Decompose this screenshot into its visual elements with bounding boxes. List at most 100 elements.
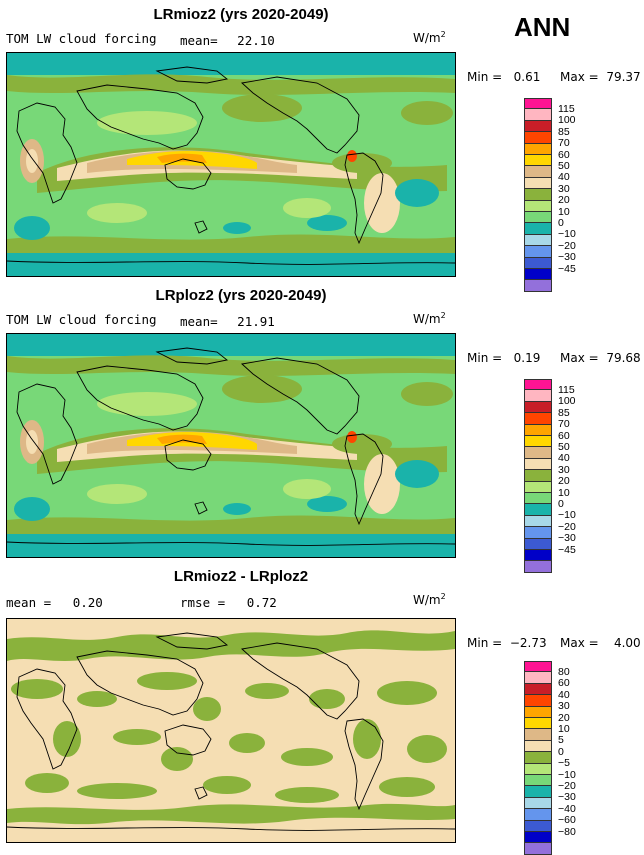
colorbar-tick-label: 10 — [558, 722, 570, 735]
colorbar-tick-label: 10 — [558, 205, 570, 218]
colorbar-swatch — [524, 200, 552, 212]
colorbar-swatch — [524, 843, 552, 855]
panel-1-mean-value: 22.10 — [237, 33, 275, 48]
colorbar-tick-label: 80 — [558, 665, 570, 678]
colorbar-tick-label: 60 — [558, 429, 570, 442]
colorbar-tick-label: 30 — [558, 700, 570, 713]
colorbar-tick-label: −10 — [558, 768, 576, 781]
colorbar-tick-label: 50 — [558, 159, 570, 172]
panel-1-map — [6, 52, 456, 277]
colorbar-swatch — [524, 189, 552, 201]
colorbar-swatch — [524, 223, 552, 235]
colorbar-tick-label: 20 — [558, 194, 570, 207]
colorbar-swatch — [524, 718, 552, 730]
colorbar-tick-label: 60 — [558, 677, 570, 690]
colorbar-tick-label: 0 — [558, 216, 564, 229]
colorbar-swatch — [524, 257, 552, 269]
panel-2-max: Max = 79.68 — [560, 351, 641, 365]
colorbar-tick-label: 115 — [558, 383, 575, 396]
panel-3-max: Max = 4.00 — [560, 636, 641, 650]
colorbar-tick-label: 0 — [558, 745, 564, 758]
colorbar-swatch — [524, 832, 552, 844]
panel-1-units: W/m2 — [413, 30, 446, 45]
colorbar-tick-label: 115 — [558, 102, 575, 115]
panel-2-map-svg — [7, 334, 455, 557]
panel-3-min: Min = −2.73 — [467, 636, 547, 650]
colorbar-tick-label: −5 — [558, 757, 570, 770]
colorbar-tick-label: −20 — [558, 779, 576, 792]
season-label: ANN — [514, 12, 571, 42]
panel-2-map — [6, 333, 456, 558]
colorbar-swatch — [524, 132, 552, 144]
panel-2-mean-value: 21.91 — [237, 314, 275, 329]
colorbar-swatch — [524, 695, 552, 707]
colorbar-swatch — [524, 481, 552, 493]
colorbar-swatch — [524, 661, 552, 673]
colorbar-swatch — [524, 390, 552, 402]
panel-2-mean-label: mean= — [180, 314, 218, 329]
colorbar-tick-label: 40 — [558, 688, 570, 701]
colorbar-swatch — [524, 515, 552, 528]
colorbar-tick-label: −30 — [558, 791, 576, 804]
panel-1-variable: TOM LW cloud forcing — [6, 31, 157, 46]
colorbar-swatch — [524, 424, 552, 436]
colorbar-swatch — [524, 246, 552, 258]
panel-1-max: Max = 79.37 — [560, 70, 641, 84]
colorbar-swatch — [524, 672, 552, 684]
colorbar-swatch — [524, 763, 552, 775]
colorbar-swatch — [524, 120, 552, 133]
panel-1-min: Min = 0.61 — [467, 70, 541, 84]
colorbar-swatch — [524, 683, 552, 696]
colorbar-swatch — [524, 109, 552, 121]
colorbar-swatch — [524, 504, 552, 516]
panel-3-rmse-label: rmse = — [180, 595, 226, 610]
colorbar-swatch — [524, 436, 552, 448]
colorbar-tick-label: 20 — [558, 475, 570, 488]
colorbar-tick-label: −80 — [558, 825, 576, 838]
panel-1-mean-label: mean= — [180, 33, 218, 48]
colorbar-swatch — [524, 797, 552, 810]
colorbar-swatch — [524, 809, 552, 821]
colorbar-tick-label: 40 — [558, 452, 570, 465]
colorbar-tick-label: 85 — [558, 125, 570, 138]
colorbar-swatch — [524, 729, 552, 741]
colorbar-swatch — [524, 538, 552, 550]
panel-3-rmse-value: 0.72 — [246, 595, 277, 610]
colorbar-tick-label: 40 — [558, 171, 570, 184]
panel-3-mean-label: mean = — [6, 595, 52, 610]
panel-3-title: LRmioz2 - LRploz2 — [173, 568, 309, 585]
colorbar-swatch — [524, 561, 552, 573]
colorbar-swatch — [524, 775, 552, 787]
panel-2-units: W/m2 — [413, 311, 446, 326]
colorbar-tick-label: −20 — [558, 239, 576, 252]
panel-3-units: W/m2 — [413, 592, 446, 607]
colorbar-swatch — [524, 155, 552, 167]
colorbar-swatch — [524, 280, 552, 292]
colorbar-tick-label: 50 — [558, 440, 570, 453]
colorbar-tick-label: −10 — [558, 509, 576, 522]
colorbar-tick-label: 60 — [558, 148, 570, 161]
colorbar-swatch — [524, 447, 552, 459]
colorbar-swatch — [524, 269, 552, 281]
colorbar-tick-label: −10 — [558, 228, 576, 241]
colorbar-tick-label: −30 — [558, 251, 576, 264]
panel-2-title: LRploz2 (yrs 2020-2049) — [155, 287, 327, 304]
colorbar-swatch — [524, 493, 552, 505]
colorbar-tick-label: −45 — [558, 543, 576, 556]
panel-1-title: LRmioz2 (yrs 2020-2049) — [153, 6, 329, 23]
colorbar-tick-label: 30 — [558, 182, 570, 195]
colorbar-tick-label: −40 — [558, 802, 576, 815]
colorbar-swatch — [524, 413, 552, 425]
colorbar-swatch — [524, 98, 552, 110]
colorbar-swatch — [524, 212, 552, 224]
panel-3-map-svg — [7, 619, 455, 842]
colorbar-swatch — [524, 706, 552, 718]
colorbar-tick-label: 20 — [558, 711, 570, 724]
panel-3-mean-value: 0.20 — [72, 595, 103, 610]
panel-3-map — [6, 618, 456, 843]
colorbar-swatch — [524, 550, 552, 562]
colorbar-tick-label: 70 — [558, 418, 570, 431]
colorbar-swatch — [524, 752, 552, 764]
colorbar-tick-label: 0 — [558, 497, 564, 510]
colorbar-swatch — [524, 470, 552, 482]
